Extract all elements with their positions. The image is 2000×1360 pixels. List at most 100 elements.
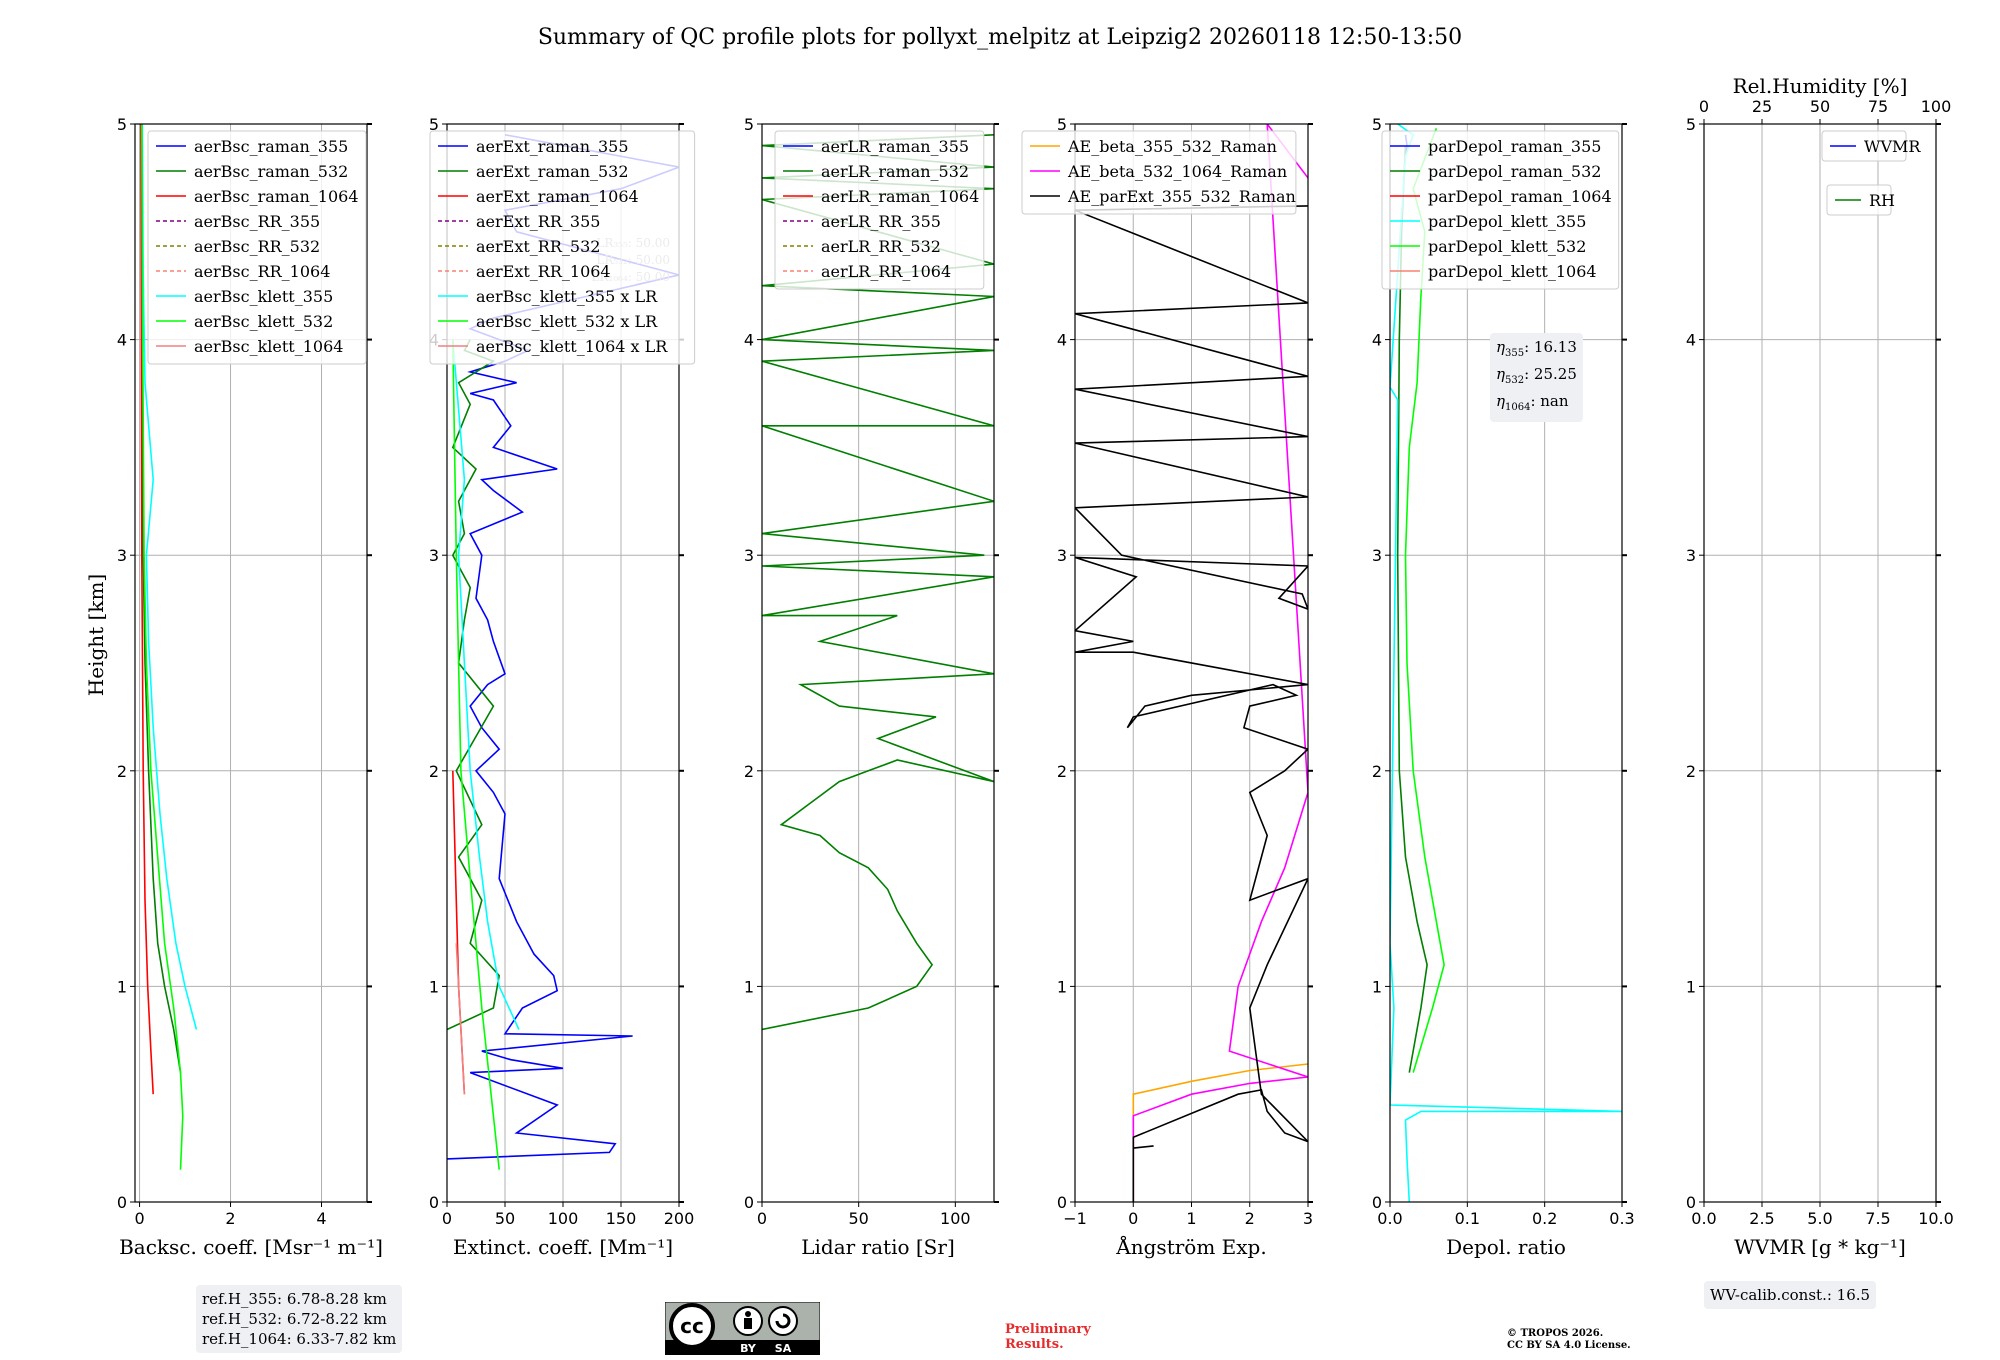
y-tick-label: 2	[1686, 762, 1696, 781]
y-tick-label: 5	[1686, 115, 1696, 134]
eta-1064: η1064: nan	[1496, 392, 1569, 413]
y-tick-label: 0	[744, 1193, 754, 1212]
y-tick-label: 2	[1057, 762, 1067, 781]
y-tick-label: 1	[1057, 977, 1067, 996]
axes-frame	[134, 123, 368, 1203]
x-tick-label: 100	[548, 1209, 579, 1228]
y-tick-label: 4	[1372, 331, 1382, 350]
copyright-note: © TROPOS 2026. CC BY SA 4.0 License.	[1507, 1328, 1631, 1351]
reference-height-box: ref.H_355: 6.78-8.28 km ref.H_532: 6.72-…	[196, 1285, 403, 1353]
legend-label: WVMR	[1864, 137, 1921, 156]
legend-label: aerLR_raman_355	[821, 137, 969, 156]
x-tick-label: 50	[848, 1209, 868, 1228]
wv-calib-const: WV-calib.const.: 16.5	[1710, 1286, 1871, 1304]
legend-label: aerExt_raman_532	[476, 162, 629, 181]
top-x-axis-label: Rel.Humidity [%]	[1733, 74, 1908, 98]
series-line-aerBsc-klett-1064-x-LR	[455, 943, 466, 1095]
y-tick-label: 1	[429, 977, 439, 996]
y-tick-label: 0	[1372, 1193, 1382, 1212]
legend-label: parDepol_raman_355	[1428, 137, 1601, 156]
x-tick-label: 3	[1303, 1209, 1313, 1228]
series-line-aerExt-raman-532	[447, 339, 501, 1031]
top-x-tick-label: 100	[1921, 97, 1952, 116]
y-tick-label: 1	[1372, 977, 1382, 996]
top-x-tick-label: 0	[1699, 97, 1709, 116]
y-tick-label: 5	[1372, 115, 1382, 134]
axes-frame	[1389, 123, 1623, 1203]
x-tick-label: 2.5	[1749, 1209, 1774, 1228]
legend-label: aerBsc_RR_532	[194, 237, 320, 256]
x-tick-label: 0.2	[1532, 1209, 1557, 1228]
y-tick-label: 2	[429, 762, 439, 781]
x-axis-label: Ångström Exp.	[1115, 1234, 1266, 1259]
legend-label: aerExt_RR_1064	[476, 262, 611, 281]
legend-label: AE_beta_355_532_Raman	[1067, 137, 1277, 156]
ref-h-1064: ref.H_1064: 6.33-7.82 km	[202, 1330, 397, 1348]
x-tick-label: 2	[1245, 1209, 1255, 1228]
legend-label: parDepol_raman_1064	[1428, 187, 1612, 206]
series-line-aerBsc-klett-532-x-LR	[452, 339, 500, 1170]
svg-text:cc: cc	[680, 1314, 704, 1338]
legend-label: parDepol_klett_532	[1428, 237, 1586, 256]
y-tick-label: 5	[744, 115, 754, 134]
y-tick-label: 1	[117, 977, 127, 996]
x-tick-label: 50	[495, 1209, 515, 1228]
y-tick-label: 3	[1057, 546, 1067, 565]
legend-box	[1821, 130, 1907, 162]
top-x-tick-label: 75	[1868, 97, 1888, 116]
y-tick-label: 3	[1372, 546, 1382, 565]
y-tick-label: 4	[1686, 331, 1696, 350]
legend-label: AE_beta_532_1064_Raman	[1067, 162, 1287, 181]
series-line-AE-beta-532-1064-Raman	[1132, 124, 1308, 1202]
x-tick-label: 0	[442, 1209, 452, 1228]
x-tick-label: 0	[1128, 1209, 1138, 1228]
top-x-tick-label: 25	[1752, 97, 1772, 116]
x-tick-label: 4	[316, 1209, 326, 1228]
legend-label: aerBsc_RR_355	[194, 212, 320, 231]
y-tick-label: 5	[117, 115, 127, 134]
y-tick-label: 5	[1057, 115, 1067, 134]
panel-extinction: 050100150200012345Extinct. coeff. [Mm⁻¹]…	[429, 115, 696, 1259]
x-tick-label: 10.0	[1918, 1209, 1954, 1228]
eta-532: η532: 25.25	[1496, 365, 1577, 386]
x-tick-label: 7.5	[1865, 1209, 1890, 1228]
legend-box	[774, 130, 985, 290]
legend-label: aerLR_RR_355	[821, 212, 941, 231]
x-axis-label: WVMR [g * kg⁻¹]	[1734, 1235, 1906, 1259]
x-tick-label: 150	[606, 1209, 637, 1228]
legend-label: aerLR_raman_532	[821, 162, 969, 181]
x-tick-label: 0.0	[1377, 1209, 1402, 1228]
legend-label: aerExt_raman_355	[476, 137, 629, 156]
legend-box	[429, 130, 696, 365]
y-tick-label: 3	[1686, 546, 1696, 565]
panel-wvmr: 0.0 2.5 5.0 7.5 10.0 0 1 2 3 4 5 WVMR [g * kg⁻¹] 0 25…	[1686, 74, 1954, 1259]
y-tick-label: 5	[429, 115, 439, 134]
legend-box	[147, 130, 367, 365]
y-tick-label: 1	[1686, 977, 1696, 996]
x-tick-label: 100	[940, 1209, 971, 1228]
y-tick-label: 2	[1372, 762, 1382, 781]
x-tick-label: −1	[1063, 1209, 1087, 1228]
x-tick-label: 200	[664, 1209, 695, 1228]
legend-box	[1021, 130, 1297, 215]
y-tick-label: 3	[744, 546, 754, 565]
x-tick-label: 0.3	[1609, 1209, 1634, 1228]
ref-h-532: ref.H_532: 6.72-8.22 km	[202, 1310, 387, 1328]
legend-label: aerBsc_klett_355	[194, 287, 333, 306]
series-line-aerExt-raman-1064	[452, 770, 466, 1095]
eta-box: η355: 16.13 η532: 25.25 η1064: nan	[1490, 333, 1583, 422]
axes-frame	[446, 123, 680, 1203]
svg-text:SA: SA	[775, 1342, 792, 1355]
legend-label: aerBsc_klett_1064	[194, 337, 343, 356]
legend-label: aerExt_raman_1064	[476, 187, 639, 206]
y-tick-label: 0	[117, 1193, 127, 1212]
panel-lidar_ratio: 0 50 100 0 1 2 3 4 5 Lidar ratio [Sr] aerLR_raman_…	[744, 115, 999, 1259]
legend-label: aerBsc_raman_355	[194, 137, 348, 156]
y-tick-label: 0	[1057, 1193, 1067, 1212]
y-tick-label: 1	[744, 977, 754, 996]
series-line-aerBsc-klett-355	[141, 124, 198, 1030]
y-tick-label: 4	[744, 331, 754, 350]
eta-355: η355: 16.13	[1496, 338, 1577, 359]
